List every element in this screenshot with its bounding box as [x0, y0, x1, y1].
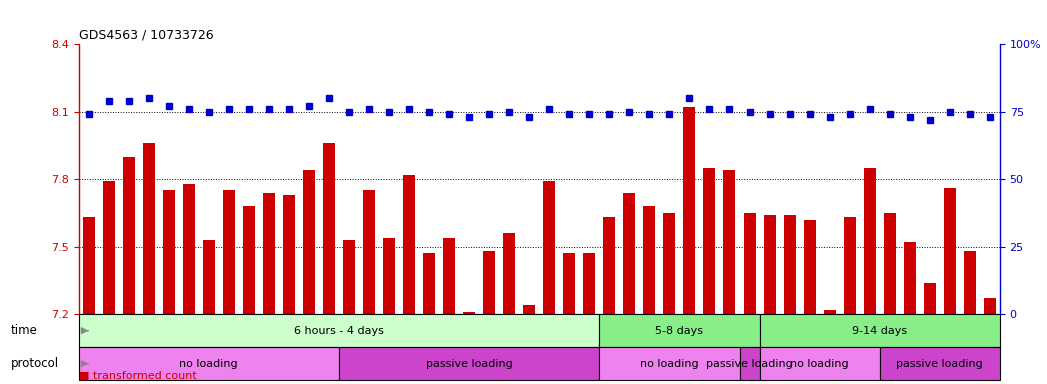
Text: 6 hours - 4 days: 6 hours - 4 days	[294, 326, 384, 336]
Bar	[223, 190, 235, 314]
Bar	[879, 347, 1000, 380]
Bar	[884, 213, 896, 314]
Bar	[182, 184, 195, 314]
Bar	[303, 170, 315, 314]
Bar	[504, 233, 515, 314]
Bar	[443, 238, 455, 314]
Bar	[759, 347, 879, 380]
Bar	[322, 143, 335, 314]
Text: passive loading: passive loading	[426, 359, 512, 369]
Bar	[783, 215, 796, 314]
Bar	[243, 206, 254, 314]
Text: no loading: no loading	[179, 359, 238, 369]
Bar	[943, 188, 956, 314]
Bar	[142, 143, 155, 314]
Bar	[704, 168, 715, 314]
Text: ■ transformed count: ■ transformed count	[79, 370, 196, 380]
Bar	[79, 314, 599, 347]
Text: no loading: no loading	[640, 359, 698, 369]
Text: no loading: no loading	[790, 359, 849, 369]
Bar	[283, 195, 295, 314]
Bar	[423, 253, 436, 314]
Bar	[804, 220, 816, 314]
Bar	[643, 206, 655, 314]
Text: 9-14 days: 9-14 days	[852, 326, 908, 336]
Bar	[864, 168, 875, 314]
Bar	[984, 298, 996, 314]
Bar	[664, 213, 675, 314]
Bar	[403, 175, 415, 314]
Text: protocol: protocol	[10, 357, 59, 370]
Bar	[599, 347, 739, 380]
Text: GDS4563 / 10733726: GDS4563 / 10733726	[79, 28, 214, 41]
Bar	[824, 310, 836, 314]
Bar	[743, 213, 756, 314]
Bar	[263, 193, 274, 314]
Bar	[964, 251, 976, 314]
Bar	[122, 157, 135, 314]
Bar	[203, 240, 215, 314]
Bar	[563, 253, 575, 314]
Text: time: time	[10, 324, 38, 337]
Text: passive loading: passive loading	[706, 359, 793, 369]
Bar	[684, 107, 695, 314]
Bar	[904, 242, 916, 314]
Bar	[923, 283, 936, 314]
Bar	[723, 170, 735, 314]
Bar	[339, 347, 599, 380]
Bar	[543, 181, 555, 314]
Bar	[603, 217, 616, 314]
Bar	[844, 217, 855, 314]
Bar	[483, 251, 495, 314]
Bar	[623, 193, 636, 314]
Bar	[383, 238, 395, 314]
Bar	[763, 215, 776, 314]
Bar	[599, 314, 759, 347]
Bar	[162, 190, 175, 314]
Bar	[463, 312, 475, 314]
Bar	[83, 217, 94, 314]
Text: passive loading: passive loading	[896, 359, 983, 369]
Bar	[103, 181, 114, 314]
Text: 5-8 days: 5-8 days	[655, 326, 704, 336]
Bar	[583, 253, 596, 314]
Bar	[363, 190, 375, 314]
Bar	[79, 347, 339, 380]
Bar	[739, 347, 759, 380]
Bar	[759, 314, 1000, 347]
Bar	[343, 240, 355, 314]
Bar	[524, 305, 535, 314]
